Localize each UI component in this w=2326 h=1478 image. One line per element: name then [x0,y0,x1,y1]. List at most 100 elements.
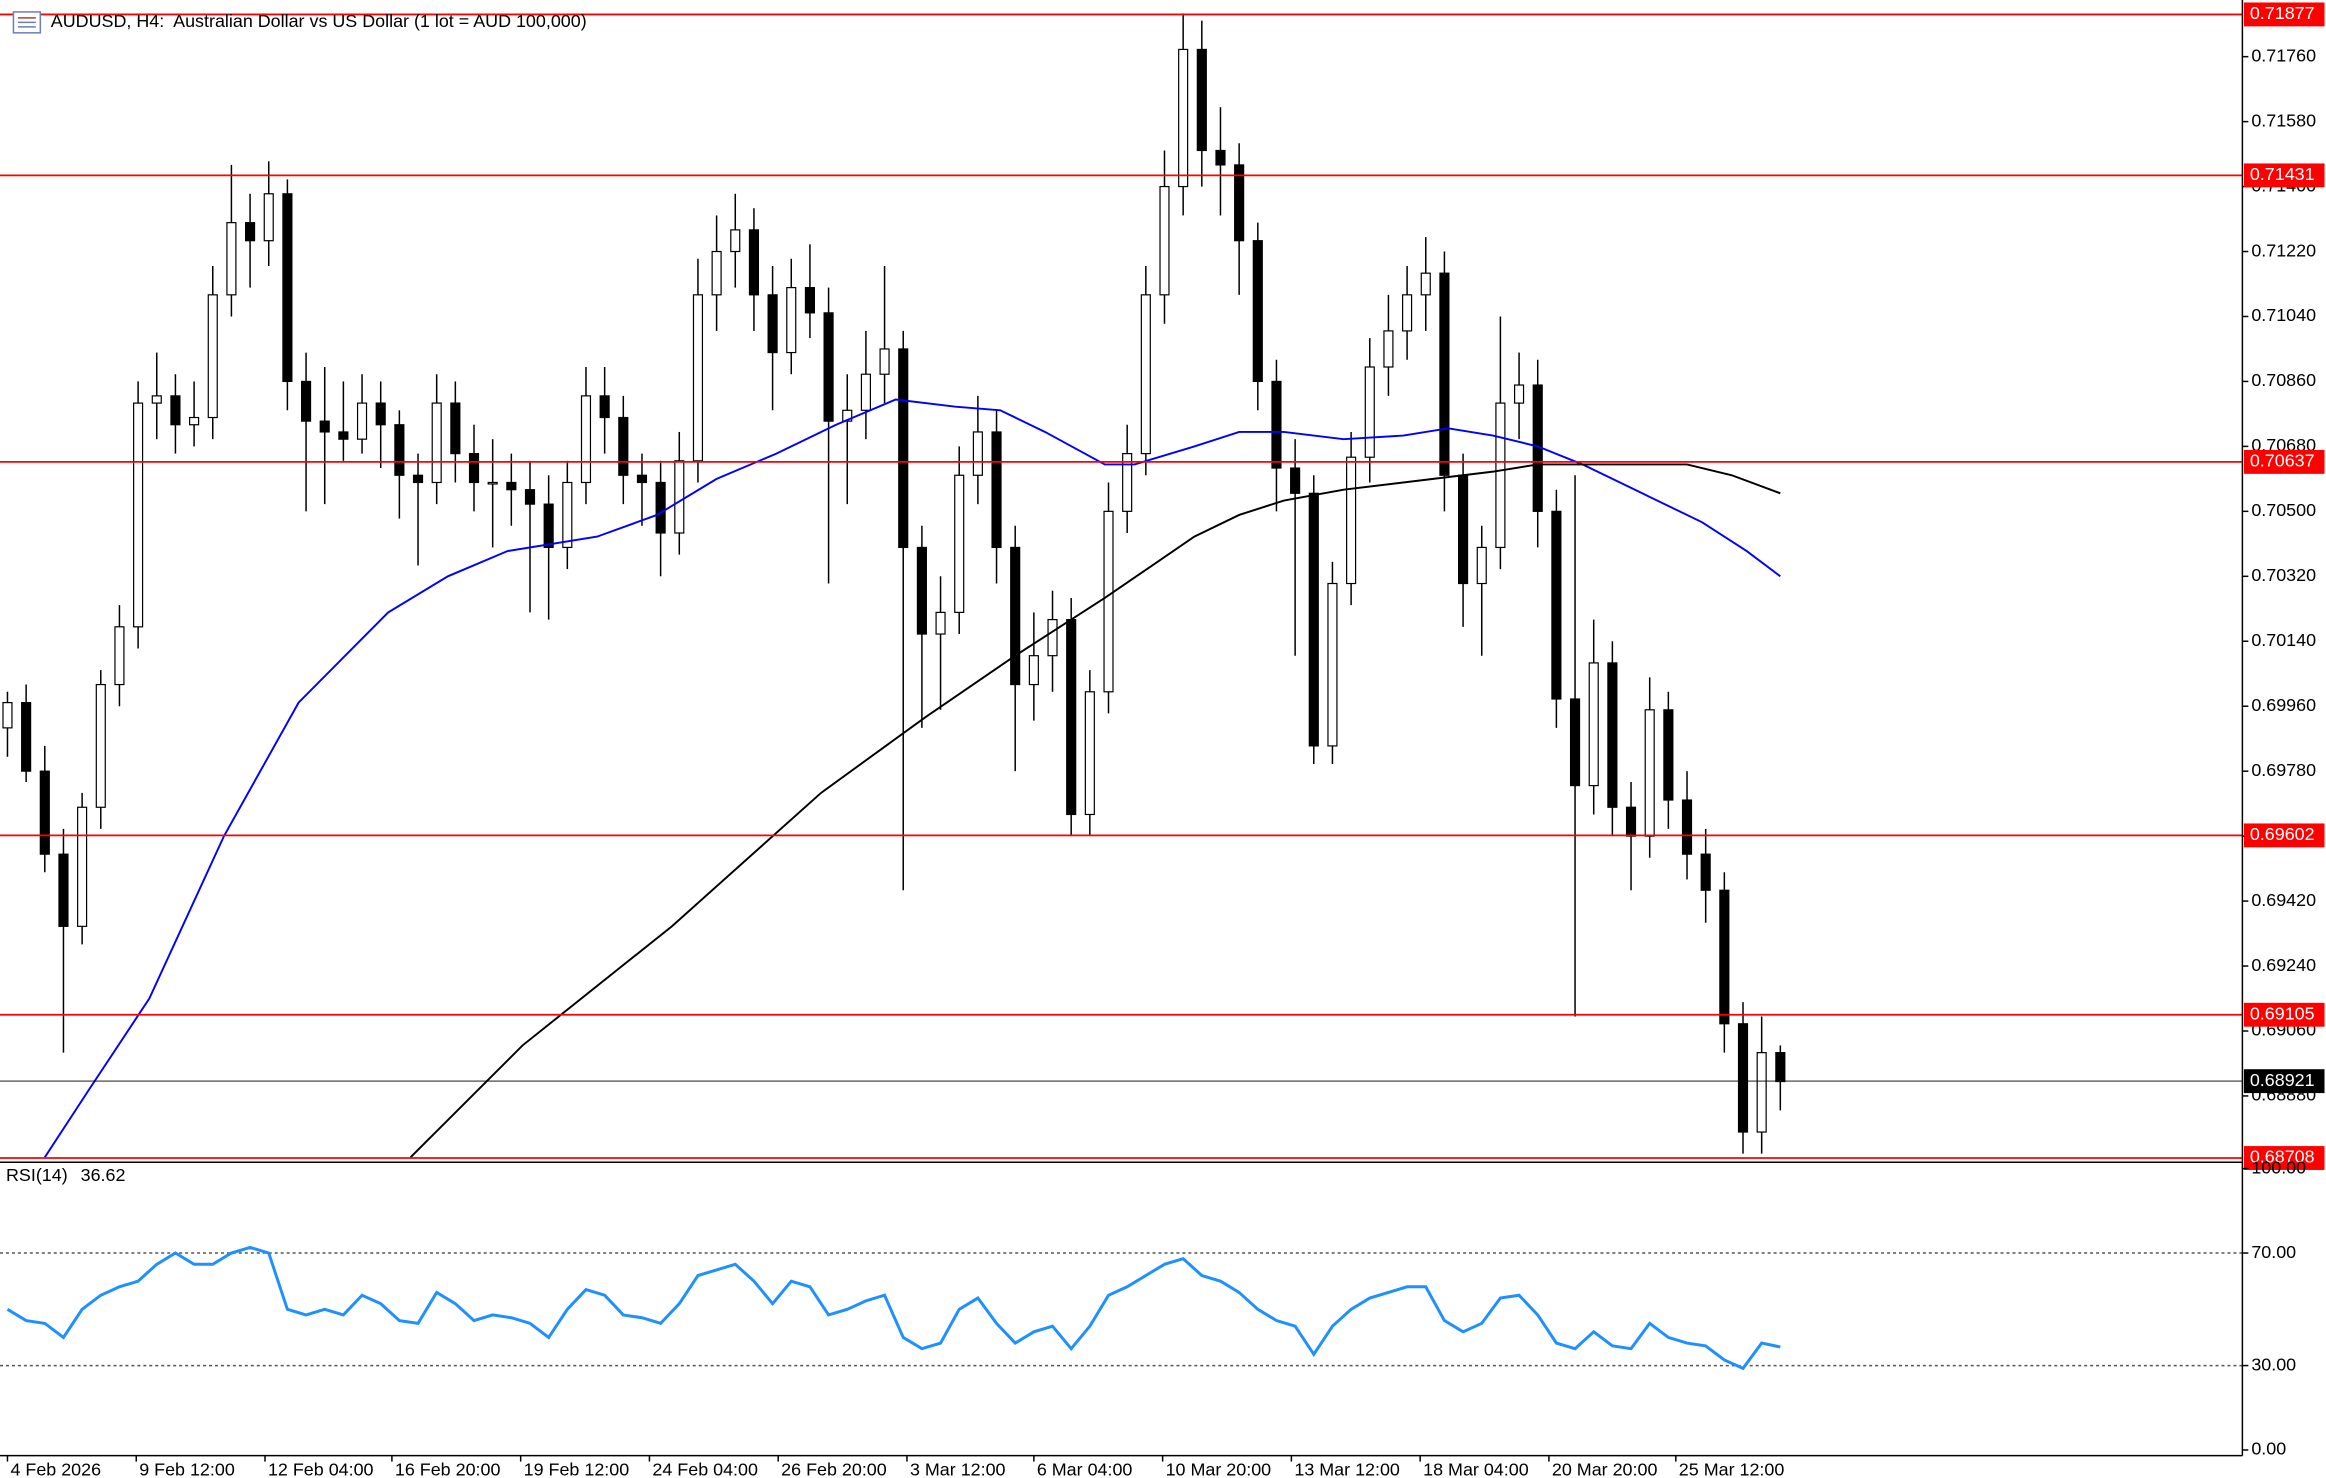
candle-body [1308,492,1319,747]
candle-body [1103,510,1114,693]
candle-body [356,402,368,440]
candle-body [1420,272,1431,296]
candle-body [95,683,106,808]
candle-body [524,489,536,505]
candle-body [375,402,386,426]
x-tick-label: 3 Mar 12:00 [910,1459,1006,1478]
candle-body [1495,402,1506,549]
x-tick-label: 12 Feb 04:00 [268,1459,374,1478]
candle-body [1010,546,1021,686]
x-tick-label: 4 Feb 2026 [10,1459,101,1478]
candle-body [1364,366,1375,458]
candle-body [618,416,629,476]
candle-body [133,402,144,628]
candle-body [1551,510,1562,700]
y-tick-label: 0.00 [2251,1439,2286,1459]
candle-body [263,193,274,242]
current-price-label: 0.68921 [2250,1070,2315,1090]
candle-body [1383,330,1394,368]
candle-body [1140,294,1151,455]
candle-body [151,395,162,404]
candle-body [562,481,573,549]
candle-body [1252,240,1263,383]
candle-body [506,481,517,491]
y-tick-label: 0.70500 [2251,500,2316,520]
y-tick-label: 0.70320 [2251,565,2316,585]
candle-body [114,626,125,686]
y-tick-label: 0.71580 [2251,110,2316,130]
candle-body [1327,582,1338,747]
candle-body [1737,1023,1749,1133]
candle-body [1476,546,1487,585]
x-tick-label: 19 Feb 12:00 [524,1459,630,1478]
x-tick-label: 24 Feb 04:00 [652,1459,758,1478]
candle-body [1625,806,1637,837]
y-tick-label: 70.00 [2251,1242,2296,1262]
candle-body [1681,799,1693,855]
symbol-icon [12,11,42,34]
candle-body [1196,48,1207,152]
x-tick-label: 10 Mar 20:00 [1166,1459,1272,1478]
candle-body [1607,662,1618,808]
level-label: 0.69602 [2250,824,2315,844]
x-tick-label: 9 Feb 12:00 [139,1459,235,1478]
level-label-box [2243,1002,2325,1027]
candle-body [1663,709,1674,801]
candle-body [1569,698,1581,787]
y-tick-label: 0.69960 [2251,695,2316,715]
candle-body [412,474,424,484]
candle-body [842,409,853,422]
candle-body [170,395,181,426]
candle-body [1066,619,1077,816]
candle-body [77,806,88,927]
candle-body [1588,662,1599,787]
y-tick-label: 0.69420 [2251,890,2316,910]
candle-body [1084,691,1095,816]
level-label-box [2243,1146,2325,1170]
candle-body [655,481,666,534]
candle-body [207,294,218,419]
candle-body [1700,853,1711,891]
candle-body [1719,889,1730,1025]
candle-body [1290,467,1301,494]
candle-body [1122,453,1133,512]
candle-body [450,402,461,455]
y-tick-label: 0.70140 [2251,630,2316,650]
x-tick-label: 16 Feb 20:00 [395,1459,501,1478]
candle-body [300,380,312,422]
rsi-title: RSI(14) [6,1165,68,1185]
candle-body [1271,380,1282,469]
candle-body [2,702,13,729]
y-tick-label: 100.00 [2251,1157,2306,1177]
y-tick-label: 0.71760 [2251,45,2316,65]
candle-body [1775,1052,1786,1083]
candle-body [1346,456,1357,585]
x-tick-label: 25 Mar 12:00 [1679,1459,1785,1478]
candle-body [1513,384,1525,404]
chart-title: AUDUSD, H4: Australian Dollar vs US Doll… [51,11,587,31]
candle-body [543,503,554,549]
level-label: 0.68708 [2250,1147,2315,1167]
candle-body [599,395,610,419]
candle-body [1215,149,1226,166]
candle-body [487,481,498,485]
level-label-box [2243,449,2325,474]
candle-body [39,770,50,855]
candle-body [431,402,442,484]
candle-body [916,546,927,635]
level-label: 0.71431 [2250,164,2315,184]
candle-body [823,312,834,422]
x-tick-label: 20 Mar 20:00 [1552,1459,1658,1478]
y-tick-label: 30.00 [2251,1354,2296,1374]
rsi-plot [0,1245,2243,1371]
candle-body [226,222,237,296]
candle-body [338,431,349,440]
candle-body [935,611,946,635]
candle-body [394,424,405,476]
level-label: 0.70637 [2250,451,2315,471]
candle-body [860,373,871,411]
candle-body [319,420,330,433]
x-tick-label: 18 Mar 04:00 [1423,1459,1529,1478]
